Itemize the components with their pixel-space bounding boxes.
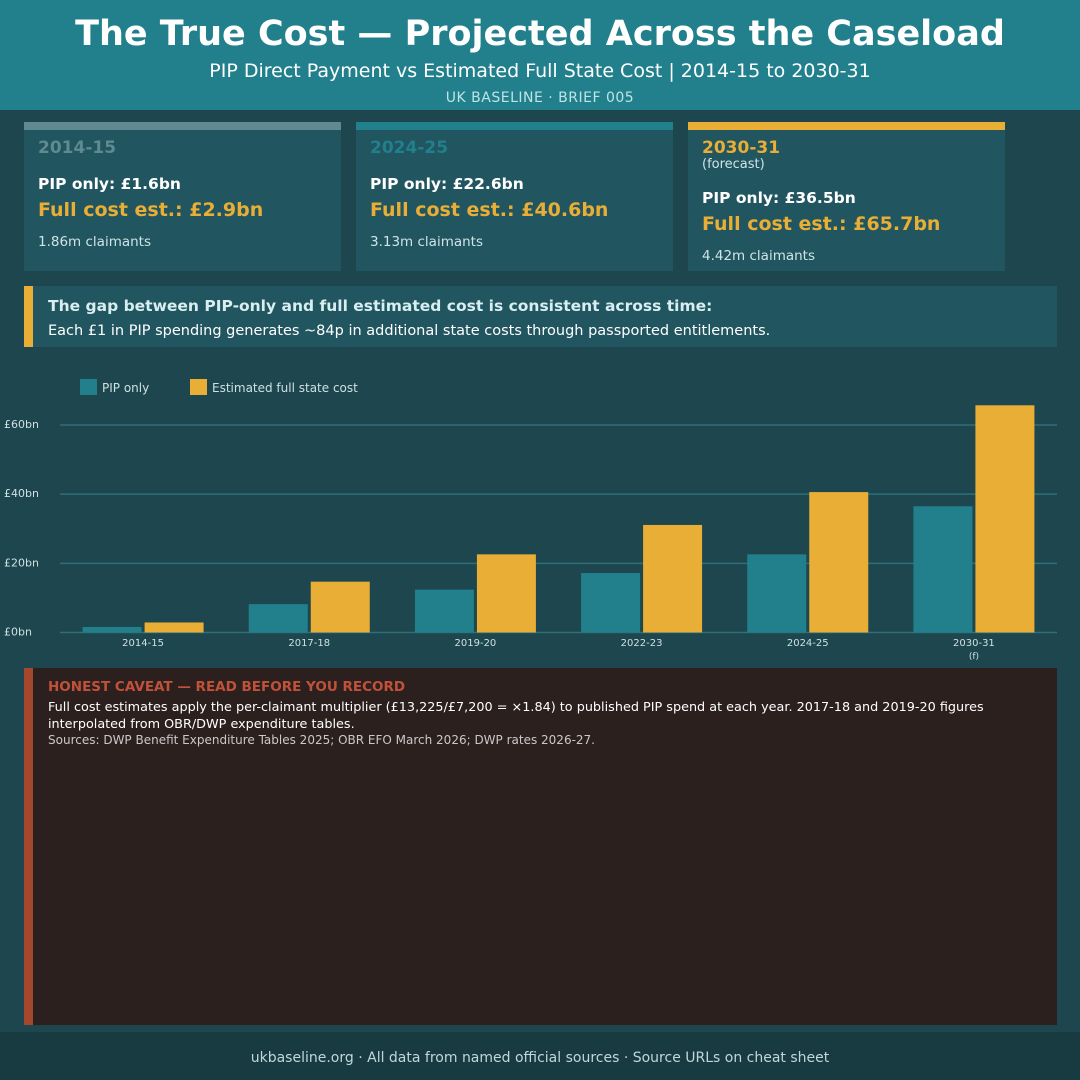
caveat-panel: HONEST CAVEAT — READ BEFORE YOU RECORD F…: [24, 668, 1057, 1025]
card-pip-value: PIP only: £22.6bn: [370, 175, 524, 193]
legend-swatch: [190, 379, 207, 395]
bar-pip-only: [82, 626, 142, 633]
stat-card-2030-31: 2030-31 (forecast) PIP only: £36.5bn Ful…: [688, 122, 1005, 271]
x-tick-label: 2014-15: [122, 638, 164, 649]
card-accent-bar: [688, 122, 1005, 130]
card-year: 2024-25: [370, 138, 449, 158]
bar-pip-only: [581, 573, 641, 633]
x-tick-label: 2024-25: [787, 638, 829, 649]
bar-full-cost: [643, 524, 703, 633]
x-tick-note: (f): [969, 652, 979, 662]
bar-full-cost: [310, 581, 370, 633]
y-tick-label: £20bn: [4, 556, 39, 569]
y-tick-label: £60bn: [4, 418, 39, 431]
legend-label: Estimated full state cost: [212, 381, 358, 395]
insight-callout: The gap between PIP-only and full estima…: [24, 286, 1057, 347]
caveat-sources: Sources: DWP Benefit Expenditure Tables …: [48, 733, 595, 747]
card-claimants: 4.42m claimants: [702, 248, 816, 264]
caveat-heading: HONEST CAVEAT — READ BEFORE YOU RECORD: [48, 679, 406, 695]
bar-full-cost: [476, 554, 536, 633]
card-year: 2014-15: [38, 138, 117, 158]
card-full-cost-value: Full cost est.: £65.7bn: [702, 213, 941, 235]
card-year: 2030-31: [702, 138, 781, 158]
bar-full-cost: [809, 492, 869, 633]
header-banner: The True Cost — Projected Across the Cas…: [0, 0, 1080, 110]
page-subtitle: PIP Direct Payment vs Estimated Full Sta…: [209, 60, 871, 82]
insight-heading: The gap between PIP-only and full estima…: [48, 297, 713, 315]
bar-pip-only: [747, 554, 807, 633]
stat-card-2014-15: 2014-15 PIP only: £1.6bn Full cost est.:…: [24, 122, 341, 271]
insight-body: Each £1 in PIP spending generates ~84p i…: [48, 323, 771, 339]
x-tick-label: 2022-23: [621, 638, 663, 649]
footer-text: ukbaseline.org · All data from named off…: [250, 1050, 830, 1066]
card-pip-value: PIP only: £36.5bn: [702, 189, 856, 207]
card-accent-bar: [24, 122, 341, 130]
bar-pip-only: [414, 589, 474, 633]
card-claimants: 3.13m claimants: [370, 234, 484, 250]
y-tick-label: £0bn: [4, 626, 32, 639]
footer-bar: ukbaseline.org · All data from named off…: [0, 1032, 1080, 1080]
brief-label: UK BASELINE · BRIEF 005: [445, 90, 635, 106]
card-accent-bar: [356, 122, 673, 130]
legend-label: PIP only: [102, 381, 149, 395]
card-claimants: 1.86m claimants: [38, 234, 152, 250]
x-tick-label: 2017-18: [288, 638, 330, 649]
card-forecast-note: (forecast): [702, 157, 765, 172]
card-pip-value: PIP only: £1.6bn: [38, 175, 181, 193]
bar-pip-only: [913, 506, 973, 633]
legend-swatch: [80, 379, 97, 395]
bar-pip-only: [248, 604, 308, 633]
card-full-cost-value: Full cost est.: £2.9bn: [38, 199, 264, 221]
x-tick-label: 2030-31: [953, 638, 995, 649]
stat-card-2024-25: 2024-25 PIP only: £22.6bn Full cost est.…: [356, 122, 673, 271]
caveat-body: Full cost estimates apply the per-claima…: [48, 700, 984, 732]
page-title: The True Cost — Projected Across the Cas…: [75, 14, 1005, 54]
insight-accent-bar: [24, 286, 33, 347]
bar-chart: £0bn £20bn £40bn £60bn PIP only Estimated ful…: [4, 379, 1057, 662]
bar-full-cost: [144, 622, 204, 633]
card-full-cost-value: Full cost est.: £40.6bn: [370, 199, 609, 221]
caveat-accent-bar: [24, 668, 33, 1025]
y-tick-label: £40bn: [4, 487, 39, 500]
bar-full-cost: [975, 405, 1035, 633]
x-tick-label: 2019-20: [455, 638, 497, 649]
